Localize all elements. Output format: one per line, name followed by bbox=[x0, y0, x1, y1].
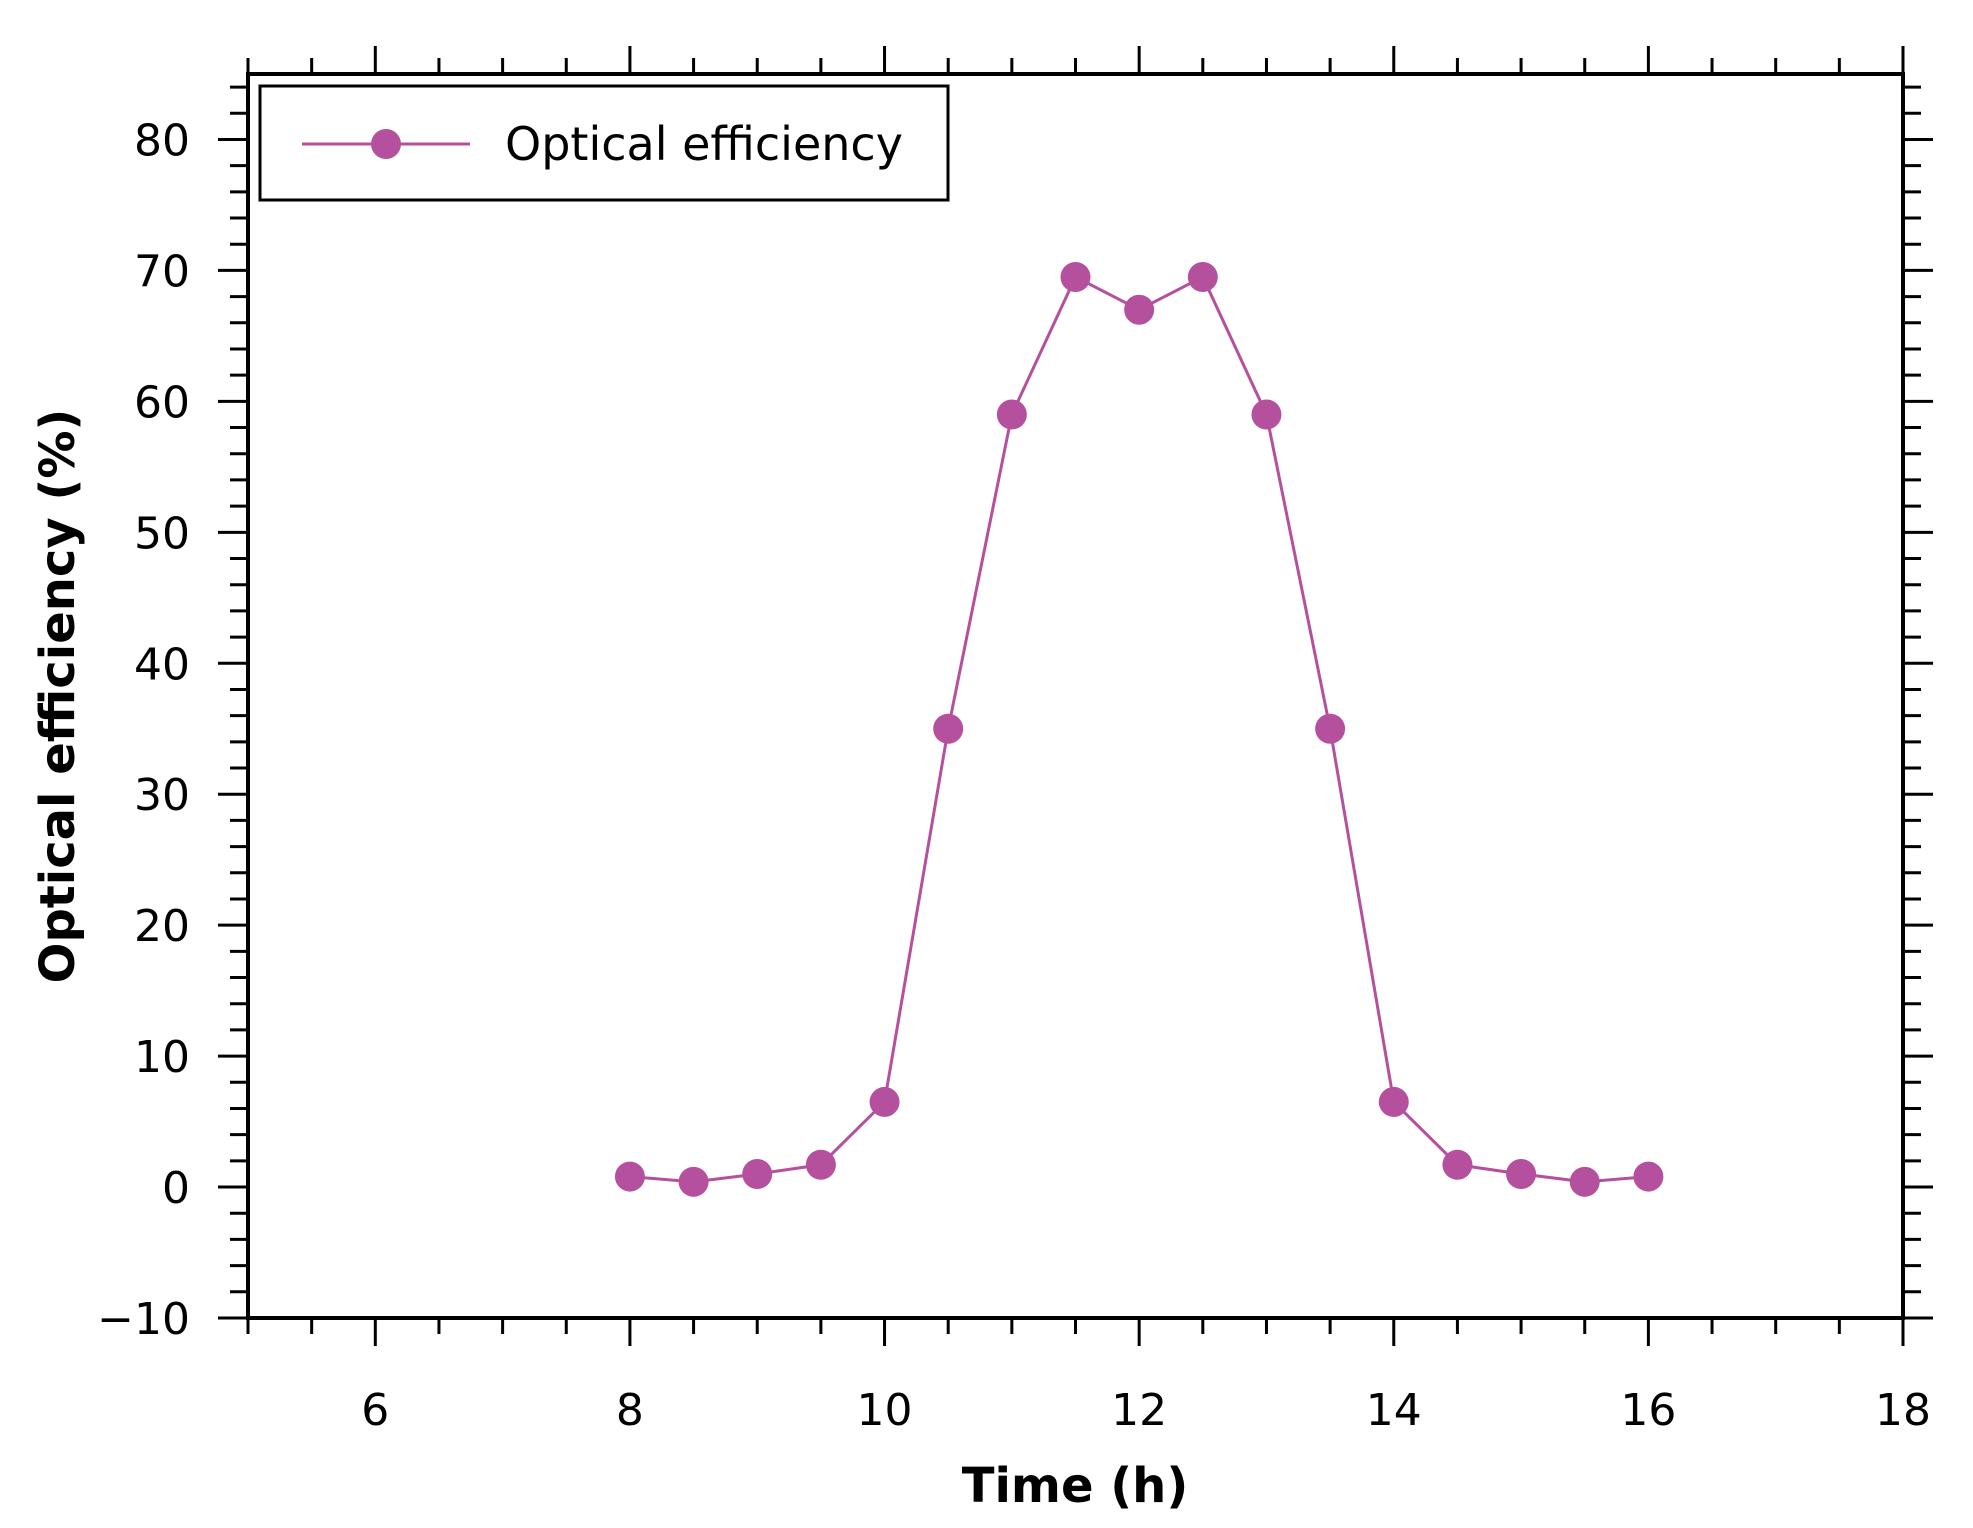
series-line bbox=[629, 274, 1649, 1184]
x-tick-label: 6 bbox=[361, 1385, 389, 1436]
plot-frame bbox=[246, 72, 1905, 1320]
y-tick-label: 40 bbox=[134, 639, 190, 690]
y-tick-label: 60 bbox=[134, 377, 190, 428]
data-point bbox=[1569, 1166, 1600, 1197]
data-point bbox=[869, 1086, 900, 1117]
tick-labels: 6 8 10 12 14 16 18 −10 0 10 20 30 40 50 60 70 80 bbox=[97, 115, 1931, 1436]
x-tick-label: 14 bbox=[1366, 1385, 1422, 1436]
data-point bbox=[1378, 1086, 1409, 1117]
x-tick-label: 12 bbox=[1111, 1385, 1167, 1436]
data-point bbox=[805, 1149, 836, 1180]
data-point bbox=[614, 1161, 645, 1192]
legend: Optical efficiency bbox=[258, 84, 950, 202]
data-point bbox=[933, 713, 964, 744]
y-tick-label: 70 bbox=[134, 246, 190, 297]
y-axis-title: Optical efficiency (%) bbox=[30, 409, 86, 984]
data-point bbox=[1506, 1158, 1537, 1189]
data-point bbox=[678, 1166, 709, 1197]
x-tick-label: 8 bbox=[616, 1385, 644, 1436]
y-tick-label: 50 bbox=[134, 508, 190, 559]
y-tick-label: 10 bbox=[134, 1032, 190, 1083]
data-point bbox=[1060, 261, 1091, 292]
x-axis-title: Time (h) bbox=[962, 1458, 1189, 1514]
data-point bbox=[996, 399, 1027, 430]
x-tick-label: 18 bbox=[1875, 1385, 1931, 1436]
x-tick-label: 10 bbox=[857, 1385, 913, 1436]
y-tick-label: 0 bbox=[162, 1163, 190, 1214]
axis-ticks bbox=[218, 46, 1933, 1346]
data-point bbox=[1633, 1161, 1664, 1192]
data-point bbox=[1187, 261, 1218, 292]
data-point bbox=[1124, 294, 1155, 325]
data-point bbox=[1251, 399, 1282, 430]
legend-label: Optical efficiency bbox=[505, 117, 903, 171]
y-tick-label: 20 bbox=[134, 901, 190, 952]
y-tick-label: −10 bbox=[97, 1294, 190, 1345]
data-point bbox=[1315, 713, 1346, 744]
x-tick-label: 16 bbox=[1620, 1385, 1676, 1436]
data-point bbox=[742, 1158, 773, 1189]
y-tick-label: 80 bbox=[134, 115, 190, 166]
data-point bbox=[1442, 1149, 1473, 1180]
series-group bbox=[614, 261, 1664, 1197]
y-tick-label: 30 bbox=[134, 770, 190, 821]
legend-marker bbox=[371, 129, 401, 159]
